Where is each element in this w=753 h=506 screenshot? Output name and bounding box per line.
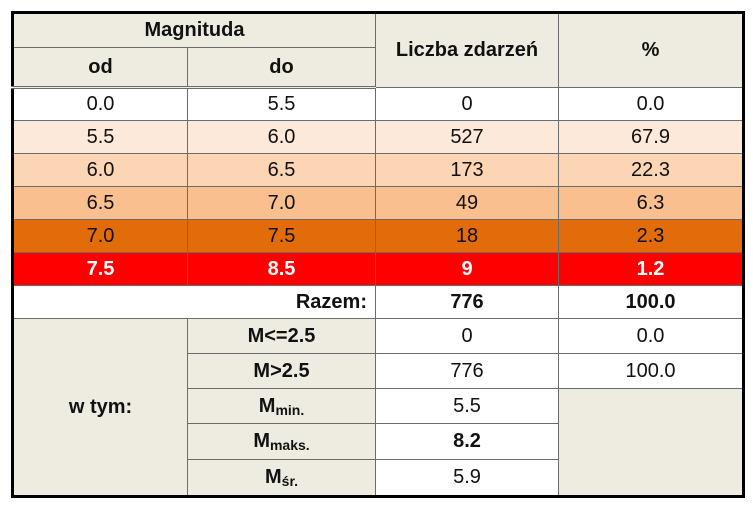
event-count: 173 <box>375 153 559 187</box>
event-count: 9 <box>375 252 559 286</box>
breakdown-row-label: Mmin. <box>187 388 376 424</box>
total-percent: 100.0 <box>558 285 744 319</box>
percent: 2.3 <box>558 219 744 253</box>
m-subscript: min. <box>275 401 305 418</box>
range-to: 6.5 <box>187 153 376 187</box>
breakdown-value: 5.5 <box>375 388 559 424</box>
breakdown-label: w tym: <box>12 318 188 497</box>
m-symbol: M <box>258 394 276 417</box>
range-from: 7.0 <box>12 219 188 253</box>
data-row: 6.0 6.5 173 22.3 <box>12 153 744 187</box>
m-subscript: śr. <box>281 473 299 489</box>
data-row: 7.0 7.5 18 2.3 <box>12 219 744 253</box>
total-label: Razem: <box>12 285 376 319</box>
breakdown-percent: 100.0 <box>558 353 744 389</box>
range-from: 5.5 <box>12 120 188 154</box>
breakdown-percent: 0.0 <box>558 318 744 354</box>
range-to: 6.0 <box>187 120 376 154</box>
header-count: Liczba zdarzeń <box>375 12 559 88</box>
breakdown-row-label: Mmaks. <box>187 423 376 460</box>
header-percent: % <box>558 12 744 88</box>
m-subscript: maks. <box>269 437 310 453</box>
breakdown-row-label: M<=2.5 <box>187 318 376 354</box>
breakdown-count: 776 <box>375 353 559 389</box>
percent: 67.9 <box>558 120 744 154</box>
breakdown-value: 5.9 <box>375 459 559 497</box>
m-symbol: M <box>264 466 282 488</box>
breakdown-row-label: Mśr. <box>187 459 376 497</box>
range-from: 6.0 <box>12 153 188 187</box>
m-symbol: M <box>253 430 270 452</box>
data-row: 0.0 5.5 0 0.0 <box>12 87 744 121</box>
range-from: 0.0 <box>12 87 188 121</box>
event-count: 18 <box>375 219 559 253</box>
header-to: do <box>187 47 376 89</box>
breakdown-row-label: M>2.5 <box>187 353 376 389</box>
total-count: 776 <box>375 285 559 319</box>
header-from: od <box>12 47 188 89</box>
breakdown-value: 8.2 <box>375 423 559 460</box>
range-from: 6.5 <box>12 186 188 220</box>
range-to: 5.5 <box>187 87 376 121</box>
data-row: 5.5 6.0 527 67.9 <box>12 120 744 154</box>
event-count: 0 <box>375 87 559 121</box>
event-count: 49 <box>375 186 559 220</box>
event-count: 527 <box>375 120 559 154</box>
percent: 0.0 <box>558 87 744 121</box>
range-to: 8.5 <box>187 252 376 286</box>
breakdown-count: 0 <box>375 318 559 354</box>
range-from: 7.5 <box>12 252 188 286</box>
data-row: 7.5 8.5 9 1.2 <box>12 252 744 286</box>
header-magnitude: Magnituda <box>12 12 376 48</box>
data-row: 6.5 7.0 49 6.3 <box>12 186 744 220</box>
percent: 22.3 <box>558 153 744 187</box>
range-to: 7.0 <box>187 186 376 220</box>
empty-cell <box>558 388 744 497</box>
magnitude-table: Magnituda Liczba zdarzeń % od do 0.0 5.5 0… <box>11 11 745 498</box>
range-to: 7.5 <box>187 219 376 253</box>
percent: 6.3 <box>558 186 744 220</box>
percent: 1.2 <box>558 252 744 286</box>
